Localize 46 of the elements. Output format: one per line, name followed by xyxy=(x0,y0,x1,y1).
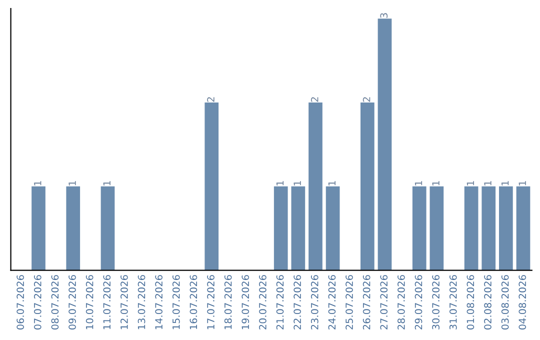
x-tick-label: 10.07.2026 xyxy=(86,275,94,330)
x-tick-label: 02.08.2026 xyxy=(484,275,492,330)
x-tick-label: 31.07.2026 xyxy=(449,275,457,330)
x-tick-label: 19.07.2026 xyxy=(242,275,250,330)
x-tick-label: 30.07.2026 xyxy=(432,275,440,330)
data-label: 1 xyxy=(432,181,440,186)
data-label: 1 xyxy=(276,181,284,186)
data-label: 1 xyxy=(518,181,526,186)
x-tick-label: 29.07.2026 xyxy=(414,275,422,330)
data-label: 1 xyxy=(34,181,42,186)
x-tick-label: 22.07.2026 xyxy=(294,275,302,330)
data-label: 2 xyxy=(310,97,318,102)
data-label: 2 xyxy=(362,97,370,102)
x-tick-label: 25.07.2026 xyxy=(346,275,353,330)
x-tick-label: 20.07.2026 xyxy=(259,275,266,330)
x-tick-label: 16.07.2026 xyxy=(190,275,198,330)
data-label: 1 xyxy=(328,181,336,186)
x-tick-label: 23.07.2026 xyxy=(310,275,318,330)
data-label: 1 xyxy=(484,181,492,186)
x-tick-label: 11.07.2026 xyxy=(103,275,111,330)
x-tick-label: 13.07.2026 xyxy=(138,275,146,330)
data-label: 1 xyxy=(103,181,110,186)
data-label: 1 xyxy=(68,181,76,186)
data-label: 1 xyxy=(294,181,301,186)
data-label: 1 xyxy=(502,181,509,186)
x-tick-label: 14.07.2026 xyxy=(155,275,163,330)
x-tick-label: 01.08.2026 xyxy=(466,275,474,330)
x-tick-label: 18.07.2026 xyxy=(224,275,232,330)
x-tick-label: 04.08.2026 xyxy=(518,275,526,330)
x-tick-label: 27.07.2026 xyxy=(380,275,388,330)
data-label: 3 xyxy=(380,13,388,18)
data-label: 1 xyxy=(466,181,474,186)
x-tick-label: 17.07.2026 xyxy=(207,275,214,330)
x-tick-label: 12.07.2026 xyxy=(120,275,128,330)
x-tick-label: 15.07.2026 xyxy=(172,275,180,330)
data-label: 1 xyxy=(414,181,422,186)
x-tick-label: 08.07.2026 xyxy=(51,275,59,330)
x-tick-label: 03.08.2026 xyxy=(501,275,509,330)
x-tick-label: 07.07.2026 xyxy=(34,275,42,330)
x-tick-label: 06.07.2026 xyxy=(16,275,24,330)
x-tick-label: 21.07.2026 xyxy=(276,275,284,330)
x-tick-label: 26.07.2026 xyxy=(362,275,370,330)
x-tick-label: 09.07.2026 xyxy=(68,275,76,330)
x-tick-label: 24.07.2026 xyxy=(328,275,336,330)
data-label: 2 xyxy=(207,97,214,102)
x-tick-label: 28.07.2026 xyxy=(398,275,405,330)
